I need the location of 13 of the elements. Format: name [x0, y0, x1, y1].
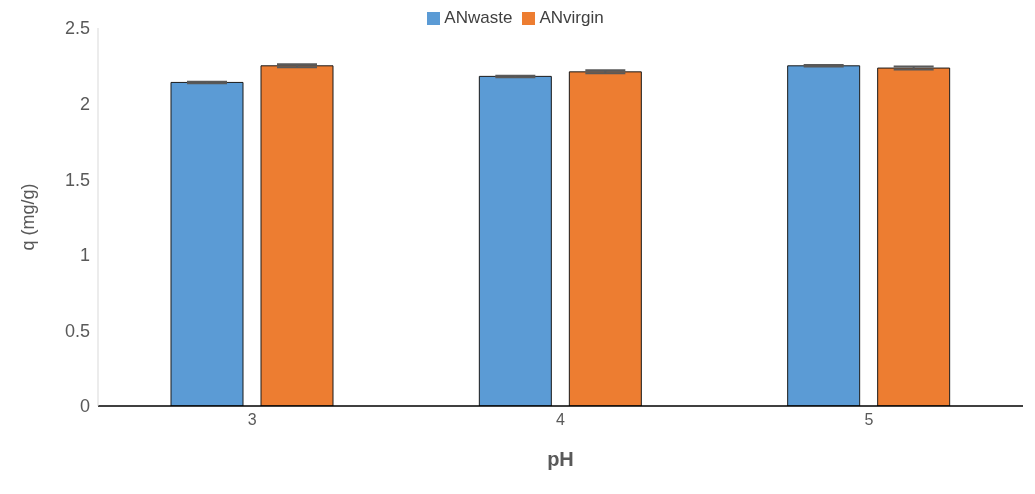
legend-label: ANvirgin — [539, 8, 604, 27]
y-axis-title: q (mg/g) — [18, 183, 39, 251]
y-tick-label: 0.5 — [64, 320, 90, 341]
x-tick-label: 5 — [864, 411, 874, 429]
x-axis-title: pH — [547, 448, 574, 470]
legend-label: ANwaste — [444, 8, 513, 27]
y-tick-label: 2.5 — [64, 18, 90, 39]
y-tick-label: 1.5 — [64, 169, 90, 190]
y-tick-label: 2 — [79, 93, 90, 114]
y-tick-label: 0 — [79, 396, 90, 417]
x-tick-label: 4 — [556, 411, 566, 429]
x-tick-label: 3 — [247, 411, 257, 429]
y-tick-label: 1 — [79, 245, 90, 266]
